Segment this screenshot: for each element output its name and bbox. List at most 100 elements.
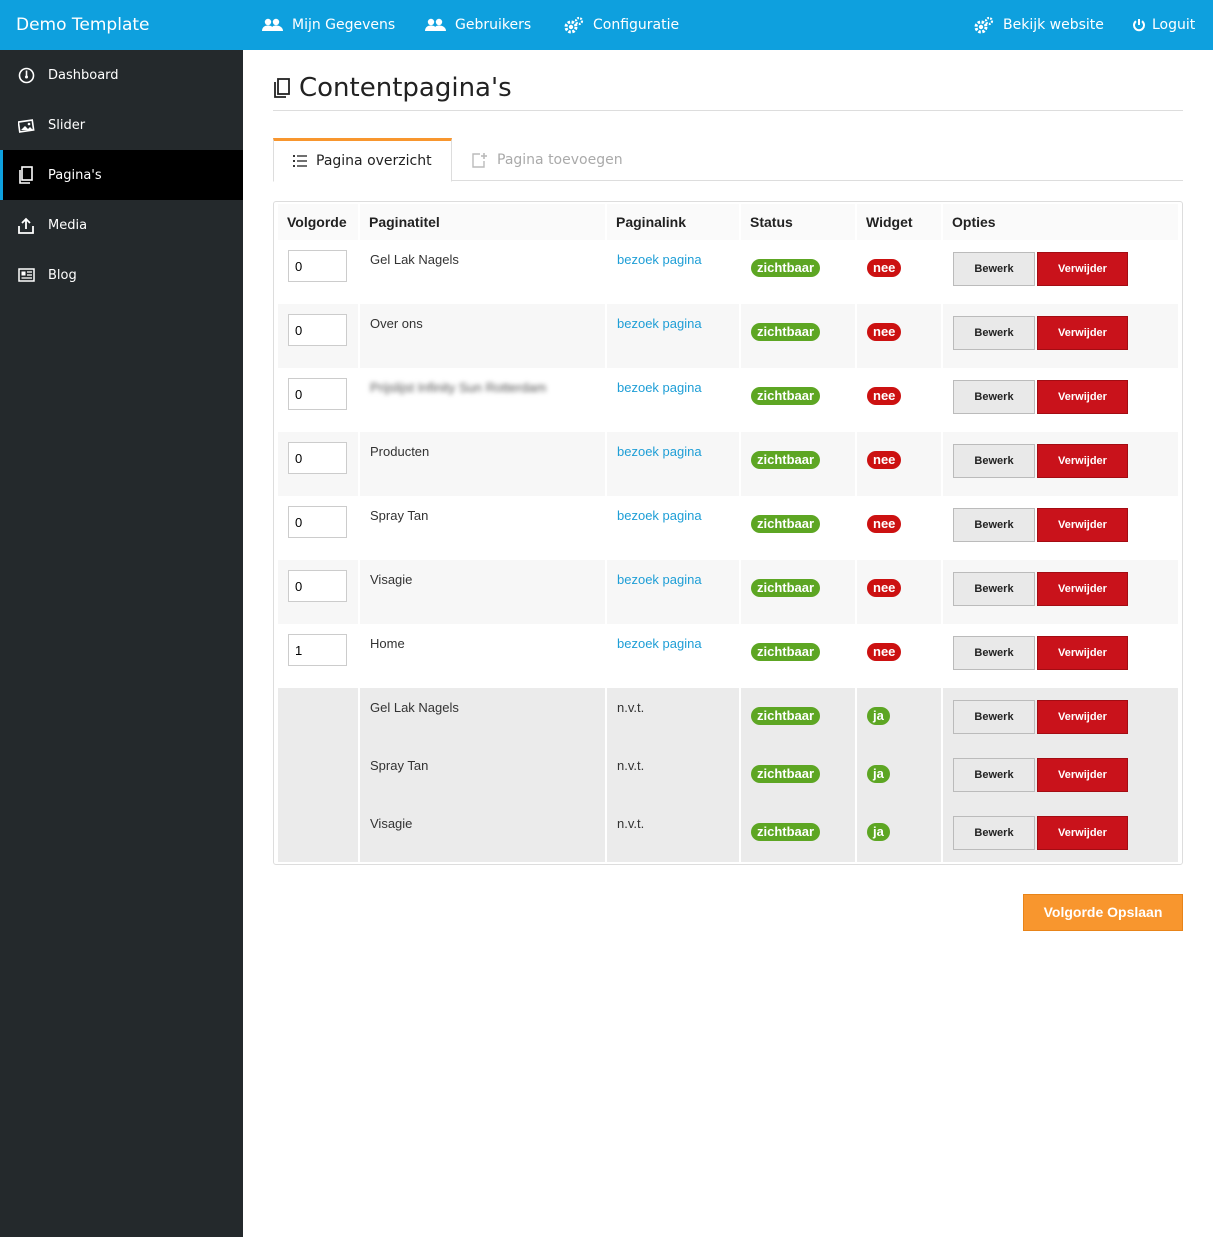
widget-cell: ja <box>857 804 941 862</box>
page-title-value: Home <box>370 636 405 651</box>
delete-button[interactable]: Verwijder <box>1037 252 1128 286</box>
delete-button[interactable]: Verwijder <box>1037 700 1128 734</box>
sidebar-item-paginas[interactable]: Pagina's <box>0 150 243 200</box>
status-cell: zichtbaar <box>741 432 855 496</box>
table-row: Producten bezoek pagina zichtbaar nee Be… <box>278 432 1178 496</box>
order-input[interactable] <box>288 634 347 666</box>
visit-page-link[interactable]: bezoek pagina <box>617 508 702 523</box>
edit-button[interactable]: Bewerk <box>953 758 1035 792</box>
tab-pagina-overzicht[interactable]: Pagina overzicht <box>273 138 452 182</box>
gears-icon <box>974 16 994 34</box>
widget-badge: nee <box>867 579 902 597</box>
top-navbar: Demo Template Mijn Gegevens Gebruikers C… <box>0 0 1213 50</box>
edit-button[interactable]: Bewerk <box>953 700 1035 734</box>
add-page-icon <box>472 152 487 168</box>
delete-button[interactable]: Verwijder <box>1037 816 1128 850</box>
title-cell: Prijslijst Infinity Sun Rotterdam <box>360 368 605 432</box>
link-cell: bezoek pagina <box>607 240 739 304</box>
visit-page-link[interactable]: bezoek pagina <box>617 316 702 331</box>
status-cell: zichtbaar <box>741 746 855 804</box>
status-cell: zichtbaar <box>741 240 855 304</box>
nav-mijn-gegevens[interactable]: Mijn Gegevens <box>262 0 395 50</box>
page-title-value: Visagie <box>370 572 413 587</box>
widget-badge: nee <box>867 451 902 469</box>
sidebar-item-blog[interactable]: Blog <box>0 250 243 300</box>
edit-button[interactable]: Bewerk <box>953 252 1035 286</box>
edit-button[interactable]: Bewerk <box>953 816 1035 850</box>
table-row: Spray Tan n.v.t. zichtbaar ja Bewerk Verw… <box>278 746 1178 804</box>
order-input[interactable] <box>288 378 347 410</box>
column-header: Paginalink <box>607 204 739 240</box>
status-badge: zichtbaar <box>751 387 821 405</box>
options-cell: Bewerk Verwijder <box>943 688 1178 746</box>
widget-cell: ja <box>857 746 941 804</box>
delete-button[interactable]: Verwijder <box>1037 444 1128 478</box>
status-cell: zichtbaar <box>741 304 855 368</box>
visit-page-link[interactable]: bezoek pagina <box>617 636 702 651</box>
sidebar-item-media[interactable]: Media <box>0 200 243 250</box>
order-cell <box>278 368 358 432</box>
save-order-button[interactable]: Volgorde Opslaan <box>1023 894 1183 931</box>
order-input[interactable] <box>288 250 347 282</box>
edit-button[interactable]: Bewerk <box>953 380 1035 414</box>
nav-bekijk-website[interactable]: Bekijk website <box>973 0 1104 50</box>
visit-page-link[interactable]: bezoek pagina <box>617 572 702 587</box>
status-cell: zichtbaar <box>741 804 855 862</box>
title-cell: Spray Tan <box>360 746 605 804</box>
nav-label: Bekijk website <box>1003 17 1104 33</box>
widget-badge: nee <box>867 515 902 533</box>
widget-badge: nee <box>867 323 902 341</box>
title-cell: Gel Lak Nagels <box>360 240 605 304</box>
delete-button[interactable]: Verwijder <box>1037 758 1128 792</box>
order-input[interactable] <box>288 506 347 538</box>
nav-gebruikers[interactable]: Gebruikers <box>425 0 531 50</box>
brand-title[interactable]: Demo Template <box>16 15 150 35</box>
widget-badge: nee <box>867 387 902 405</box>
delete-button[interactable]: Verwijder <box>1037 316 1128 350</box>
delete-button[interactable]: Verwijder <box>1037 380 1128 414</box>
edit-button[interactable]: Bewerk <box>953 444 1035 478</box>
order-cell <box>278 624 358 688</box>
order-cell <box>278 746 358 804</box>
sidebar-item-label: Blog <box>48 267 77 283</box>
nav-loguit[interactable]: Loguit <box>1132 0 1195 50</box>
visit-page-link[interactable]: bezoek pagina <box>617 444 702 459</box>
status-badge: zichtbaar <box>751 765 821 783</box>
link-cell: n.v.t. <box>607 746 739 804</box>
visit-page-link[interactable]: bezoek pagina <box>617 252 702 267</box>
power-icon <box>1133 19 1145 32</box>
edit-button[interactable]: Bewerk <box>953 316 1035 350</box>
link-cell: bezoek pagina <box>607 560 739 624</box>
order-cell <box>278 804 358 862</box>
edit-button[interactable]: Bewerk <box>953 572 1035 606</box>
delete-button[interactable]: Verwijder <box>1037 572 1128 606</box>
edit-button[interactable]: Bewerk <box>953 636 1035 670</box>
edit-button[interactable]: Bewerk <box>953 508 1035 542</box>
status-cell: zichtbaar <box>741 624 855 688</box>
delete-button[interactable]: Verwijder <box>1037 508 1128 542</box>
users-icon <box>262 18 283 31</box>
order-input[interactable] <box>288 442 347 474</box>
options-cell: Bewerk Verwijder <box>943 304 1178 368</box>
delete-button[interactable]: Verwijder <box>1037 636 1128 670</box>
sidebar-item-slider[interactable]: Slider <box>0 100 243 150</box>
order-input[interactable] <box>288 570 347 602</box>
page-title-value: Producten <box>370 444 430 459</box>
sidebar-item-label: Pagina's <box>48 167 102 183</box>
order-input[interactable] <box>288 314 347 346</box>
tab-pagina-toevoegen[interactable]: Pagina toevoegen <box>471 138 623 181</box>
widget-cell: nee <box>857 240 941 304</box>
status-badge: zichtbaar <box>751 515 821 533</box>
title-cell: Producten <box>360 432 605 496</box>
visit-page-link[interactable]: bezoek pagina <box>617 380 702 395</box>
link-na-text: n.v.t. <box>617 758 645 773</box>
tab-bar: Pagina overzicht Pagina toevoegen <box>273 138 1183 182</box>
image-icon <box>18 119 35 133</box>
nav-configuratie[interactable]: Configuratie <box>563 0 679 50</box>
link-cell: bezoek pagina <box>607 368 739 432</box>
link-cell: bezoek pagina <box>607 496 739 560</box>
link-na-text: n.v.t. <box>617 816 645 831</box>
link-cell: bezoek pagina <box>607 624 739 688</box>
sidebar-item-dashboard[interactable]: Dashboard <box>0 50 243 100</box>
status-badge: zichtbaar <box>751 823 821 841</box>
